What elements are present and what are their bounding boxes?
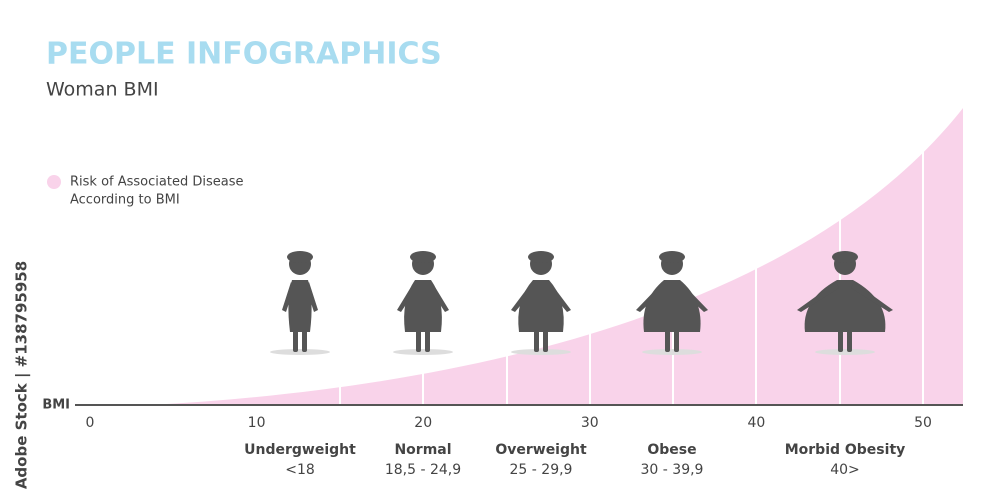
subtitle: Woman BMI	[46, 79, 159, 101]
arms	[397, 282, 449, 312]
hair	[832, 251, 858, 263]
category-range: 40>	[830, 462, 860, 478]
leg	[534, 330, 539, 352]
x-tick-label: 40	[747, 415, 765, 431]
figure-shadow	[815, 349, 875, 355]
figures	[270, 251, 893, 355]
x-tick-label: 20	[414, 415, 432, 431]
legend-label: Risk of Associated Disease	[70, 175, 243, 190]
x-tick-label: 10	[248, 415, 266, 431]
hair	[287, 251, 313, 263]
category-range: 18,5 - 24,9	[385, 462, 461, 478]
body	[518, 280, 564, 332]
leg	[674, 330, 679, 352]
legend-label: According to BMI	[70, 193, 180, 208]
category-name: Overweight	[495, 442, 587, 458]
leg	[293, 330, 298, 352]
risk-area	[150, 108, 963, 405]
figure-shadow	[393, 349, 453, 355]
hair	[659, 251, 685, 263]
title: PEOPLE INFOGRAPHICS	[46, 37, 442, 72]
body	[404, 280, 442, 332]
hair	[528, 251, 554, 263]
arms	[282, 282, 318, 312]
figure-shadow	[511, 349, 571, 355]
category-range: 30 - 39,9	[641, 462, 704, 478]
woman-figure	[797, 251, 893, 352]
x-axis-label: BMI	[42, 398, 70, 413]
x-tick-label: 0	[86, 415, 95, 431]
arms	[797, 282, 893, 312]
arms	[511, 282, 571, 312]
arms	[636, 282, 708, 312]
category-range: 25 - 29,9	[510, 462, 573, 478]
dividers	[339, 120, 924, 405]
leg	[838, 330, 843, 352]
body	[643, 280, 701, 332]
category-name: Normal	[394, 442, 451, 458]
figure-shadow	[270, 349, 330, 355]
category-name: Morbid Obesity	[785, 442, 906, 458]
leg	[847, 330, 852, 352]
x-tick-label: 50	[914, 415, 932, 431]
hair	[410, 251, 436, 263]
category-name: Undergweight	[244, 442, 356, 458]
woman-figure	[636, 251, 708, 352]
category-range: <18	[285, 462, 315, 478]
woman-figure	[397, 251, 449, 352]
category-name: Obese	[647, 442, 696, 458]
body	[288, 280, 312, 332]
leg	[425, 330, 430, 352]
x-tick-label: 30	[581, 415, 599, 431]
watermark: Adobe Stock | #138795958	[13, 261, 32, 489]
leg	[543, 330, 548, 352]
leg	[416, 330, 421, 352]
leg	[665, 330, 670, 352]
woman-figure	[511, 251, 571, 352]
leg	[302, 330, 307, 352]
woman-figure	[282, 251, 318, 352]
figure-shadow	[642, 349, 702, 355]
legend-swatch	[47, 175, 61, 189]
